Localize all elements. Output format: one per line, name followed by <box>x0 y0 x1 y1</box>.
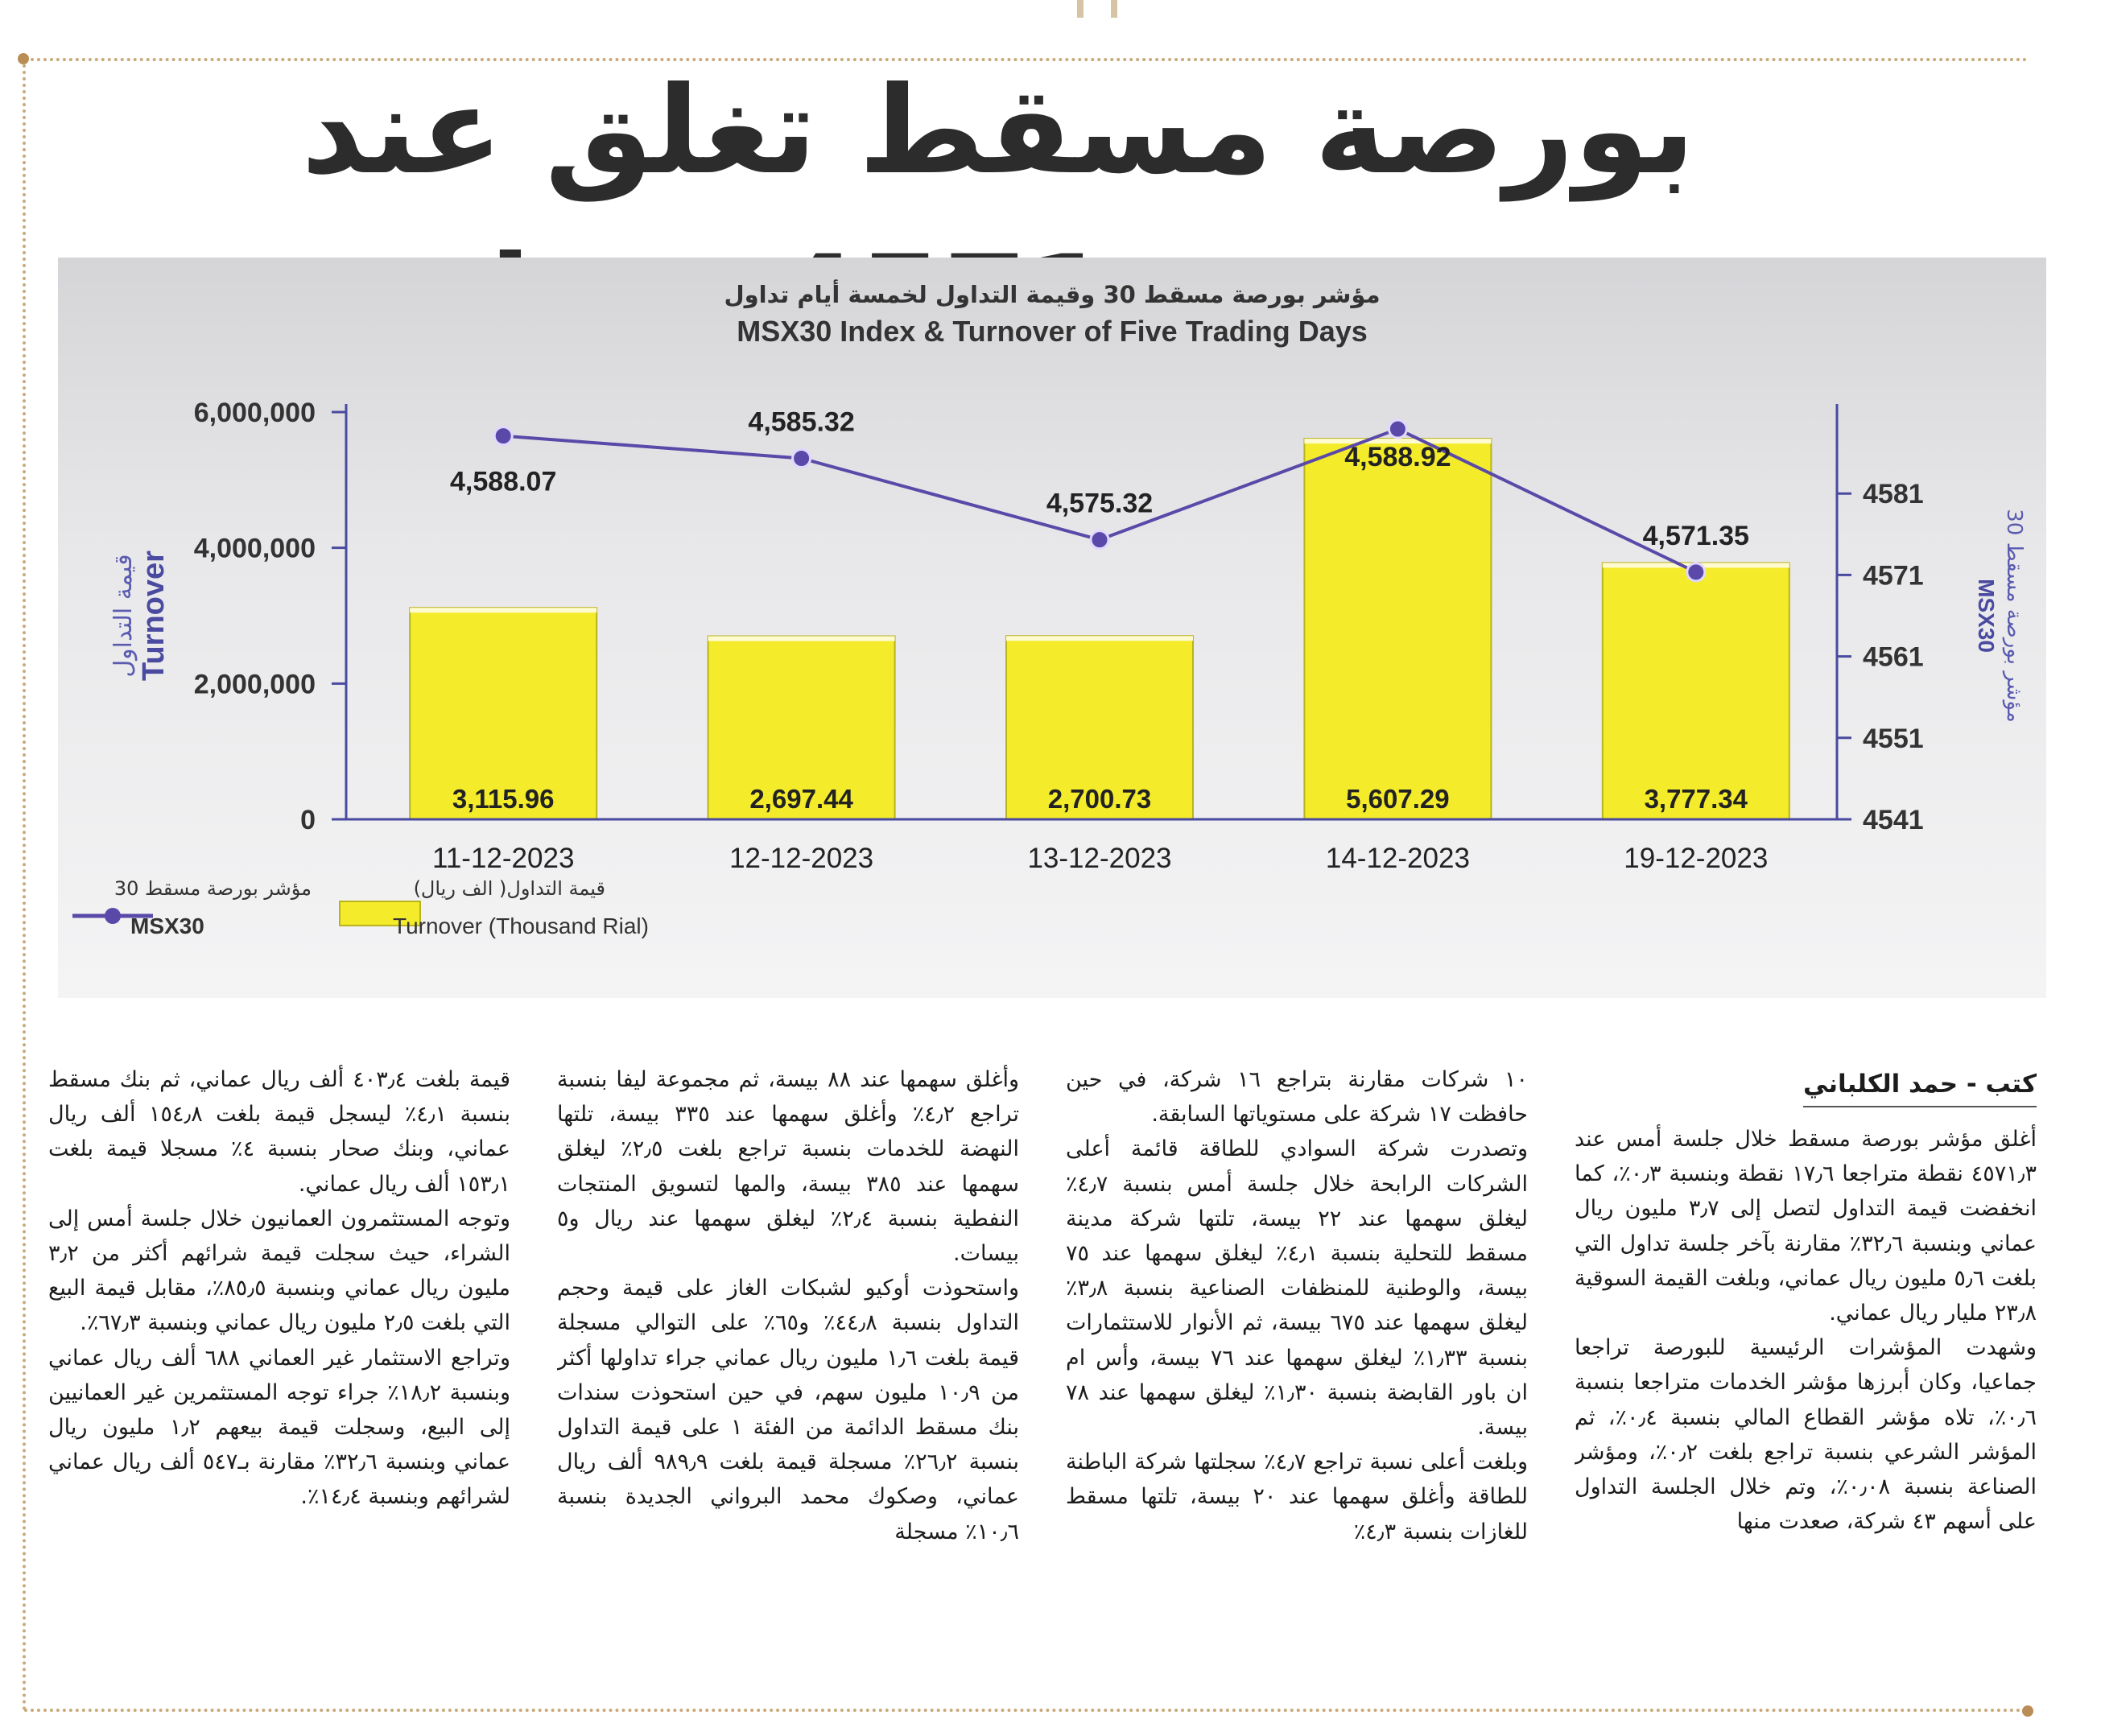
chart-title-en: MSX30 Index & Turnover of Five Trading D… <box>737 315 1368 348</box>
bar-value-label: 3,115.96 <box>452 784 555 814</box>
bar <box>1601 562 1790 820</box>
article-column-1: كتب - حمد الكلباني أغلق مؤشر بورصة مسقط … <box>1575 1062 2037 1706</box>
y-right-title-ar: مؤشر بورصة مسقط 30 <box>2002 509 2026 723</box>
y-left-tick-label: 2,000,000 <box>194 669 316 699</box>
y-left-title: قيمة التداول Turnover <box>109 550 171 681</box>
bar <box>707 635 896 820</box>
y-left-tick-label: 6,000,000 <box>194 398 316 428</box>
paragraph: وتوجه المستثمرون العمانيون خلال جلسة أمس… <box>48 1206 510 1336</box>
msx30-chart: مؤشر بورصة مسقط 30 وقيمة التداول لخمسة أ… <box>72 279 2026 938</box>
paragraph: أغلق مؤشر بورصة مسقط خلال جلسة أمس عند ٤… <box>1575 1127 2037 1326</box>
y-right-tick-label: 4581 <box>1863 479 1924 509</box>
article-column-2: ١٠ شركات مقارنة بتراجع ١٦ شركة، في حين ح… <box>1066 1062 1528 1706</box>
msx30-point <box>1387 419 1408 439</box>
y-right-tick-label: 4551 <box>1863 724 1924 754</box>
x-tick-label: 14-12-2023 <box>1326 843 1470 874</box>
bar-value-label: 2,697.44 <box>749 784 853 814</box>
legend-line-label-en: MSX30 <box>130 913 204 938</box>
bar-value-label: 3,777.34 <box>1645 784 1748 814</box>
legend-bar-swatch <box>339 901 421 926</box>
msx30-point-label: 4,571.35 <box>1643 521 1749 551</box>
paragraph: واستحوذت أوكيو لشبكات الغاز على قيمة وحج… <box>557 1276 1019 1544</box>
msx30-point <box>791 447 812 468</box>
msx30-point <box>1089 530 1110 550</box>
article-column-3: وأغلق سهمها عند ٨٨ بيسة، ثم مجموعة ليفا … <box>557 1062 1019 1706</box>
byline: كتب - حمد الكلباني <box>1802 1062 2037 1107</box>
y-right-tick-label: 4541 <box>1863 805 1924 835</box>
bar-value-label: 2,700.73 <box>1048 784 1151 814</box>
bar <box>1303 438 1492 821</box>
legend-line-marker <box>105 908 121 924</box>
msx30-point-label: 4,588.92 <box>1344 442 1451 472</box>
y-right-title-en: MSX30 <box>1974 579 1999 653</box>
y-left-tick-label: 0 <box>300 805 316 835</box>
legend-bar-label-ar: قيمة التداول( الف ريال) <box>414 877 605 900</box>
paragraph: وتراجع الاستثمار غير العماني ٦٨٨ ألف ريا… <box>48 1345 510 1510</box>
bar <box>1005 635 1194 820</box>
border-dot-top-left <box>18 53 29 64</box>
headline: بورصة مسقط تغلق عند مستوى 4571 نقطة <box>301 61 1696 370</box>
y-left-title-ar: قيمة التداول <box>109 554 138 677</box>
chart-panel: مؤشر بورصة مسقط 30 وقيمة التداول لخمسة أ… <box>58 258 2046 998</box>
y-left-title-en: Turnover <box>137 550 171 681</box>
page-border-top <box>24 58 2029 61</box>
page-border-bottom <box>24 1709 2029 1712</box>
border-dot-bottom-right <box>2022 1705 2033 1717</box>
legend-line-label-ar: مؤشر بورصة مسقط 30 <box>114 877 312 900</box>
paragraph: قيمة بلغت ٤٠٣٫٤ ألف ريال عماني، ثم بنك م… <box>48 1067 510 1197</box>
x-tick-label: 11-12-2023 <box>432 843 574 874</box>
msx30-point-label: 4,585.32 <box>748 406 854 437</box>
top-ornament <box>1077 0 1117 18</box>
paragraph: وبلغت أعلى نسبة تراجع ٤٫٧٪ سجلتها شركة ا… <box>1066 1449 1528 1544</box>
paragraph: ١٠ شركات مقارنة بتراجع ١٦ شركة، في حين ح… <box>1066 1067 1528 1128</box>
msx30-point <box>1686 562 1707 583</box>
y-right-tick-label: 4571 <box>1863 560 1924 591</box>
x-tick-label: 12-12-2023 <box>729 843 873 874</box>
bar-highlight <box>1304 439 1492 444</box>
y-right-tick-label: 4561 <box>1863 642 1924 673</box>
bar <box>409 607 598 820</box>
bar-value-label: 5,607.29 <box>1346 784 1449 814</box>
msx30-point <box>493 426 514 447</box>
chart-title-ar: مؤشر بورصة مسقط 30 وقيمة التداول لخمسة أ… <box>724 279 1380 308</box>
page-border-left <box>23 58 26 1712</box>
legend-bar-label-en: Turnover (Thousand Rial) <box>393 913 649 938</box>
bar-highlight <box>410 608 597 613</box>
x-tick-label: 13-12-2023 <box>1027 843 1171 874</box>
y-left-tick-label: 4,000,000 <box>194 534 316 564</box>
msx30-point-label: 4,575.32 <box>1046 489 1153 519</box>
msx30-point-label: 4,588.07 <box>450 467 556 497</box>
paragraph: وشهدت المؤشرات الرئيسية للبورصة تراجعا ج… <box>1575 1335 2037 1535</box>
paragraph: وأغلق سهمها عند ٨٨ بيسة، ثم مجموعة ليفا … <box>557 1067 1019 1267</box>
x-tick-label: 19-12-2023 <box>1624 843 1768 874</box>
article-columns: كتب - حمد الكلباني أغلق مؤشر بورصة مسقط … <box>48 1062 2037 1706</box>
bar-highlight <box>708 636 895 641</box>
bar-highlight <box>1006 636 1193 641</box>
paragraph: وتصدرت شركة السوادي للطاقة قائمة أعلى ال… <box>1066 1136 1528 1441</box>
article-column-4: قيمة بلغت ٤٠٣٫٤ ألف ريال عماني، ثم بنك م… <box>48 1062 510 1706</box>
